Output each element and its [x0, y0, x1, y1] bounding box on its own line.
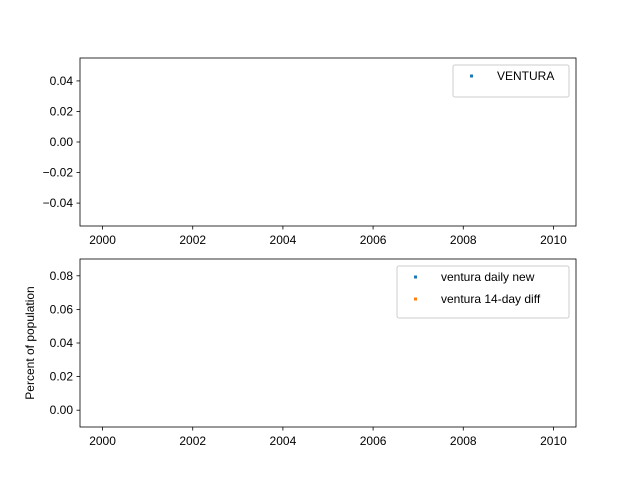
bottom-legend-box [396, 265, 570, 319]
top-x-tick-label: 2010 [540, 233, 567, 247]
top-y-tick-label: 0.02 [50, 104, 74, 118]
bottom-legend-marker-1 [414, 297, 417, 301]
bottom-y-ticks: 0.00 0.02 0.04 0.06 0.08 [50, 269, 80, 417]
bottom-y-axis-label: Percent of population [23, 286, 37, 399]
top-x-tick-label: 2000 [89, 233, 116, 247]
top-y-tick-label: 0.04 [50, 74, 74, 88]
bottom-x-tick-label: 2002 [179, 434, 206, 448]
bottom-legend-label-0: ventura daily new [441, 270, 535, 284]
top-y-tick-label: −0.02 [43, 166, 74, 180]
top-y-ticks: −0.04 −0.02 0.00 0.02 0.04 [43, 74, 80, 210]
top-legend-marker-0 [470, 74, 473, 78]
bottom-y-tick-label: 0.04 [50, 336, 74, 350]
bottom-axes-frame [79, 258, 577, 428]
bottom-y-tick-label: 0.00 [50, 403, 74, 417]
bottom-y-tick-label: 0.02 [50, 370, 74, 384]
bottom-legend-marker-0 [414, 275, 417, 279]
bottom-x-tick-label: 2000 [89, 434, 116, 448]
bottom-x-tick-label: 2010 [540, 434, 567, 448]
bottom-y-tick-label: 0.06 [50, 302, 74, 316]
top-axes-frame [79, 57, 577, 227]
bottom-legend: ventura daily new ventura 14-day diff [396, 265, 570, 319]
bottom-x-tick-label: 2006 [360, 434, 387, 448]
top-subplot: 2000 2002 2004 2006 2008 2010 −0.04 −0.02 0.00 0… [43, 57, 577, 247]
bottom-x-ticks: 2000 2002 2004 2006 2008 2010 [89, 427, 567, 448]
top-legend: VENTURA [452, 64, 570, 98]
top-x-ticks: 2000 2002 2004 2006 2008 2010 [89, 226, 567, 247]
top-x-tick-label: 2002 [179, 233, 206, 247]
bottom-y-tick-label: 0.08 [50, 269, 74, 283]
bottom-x-tick-label: 2004 [270, 434, 297, 448]
bottom-x-tick-label: 2008 [450, 434, 477, 448]
top-legend-box [452, 64, 570, 98]
top-y-tick-label: −0.04 [43, 196, 74, 210]
bottom-legend-label-1: ventura 14-day diff [441, 292, 541, 306]
top-x-tick-label: 2006 [360, 233, 387, 247]
top-legend-label-0: VENTURA [497, 69, 554, 83]
top-y-tick-label: 0.00 [50, 135, 74, 149]
top-x-tick-label: 2004 [270, 233, 297, 247]
top-x-tick-label: 2008 [450, 233, 477, 247]
bottom-subplot: Percent of population 2000 2002 2004 2006 20… [23, 258, 577, 448]
